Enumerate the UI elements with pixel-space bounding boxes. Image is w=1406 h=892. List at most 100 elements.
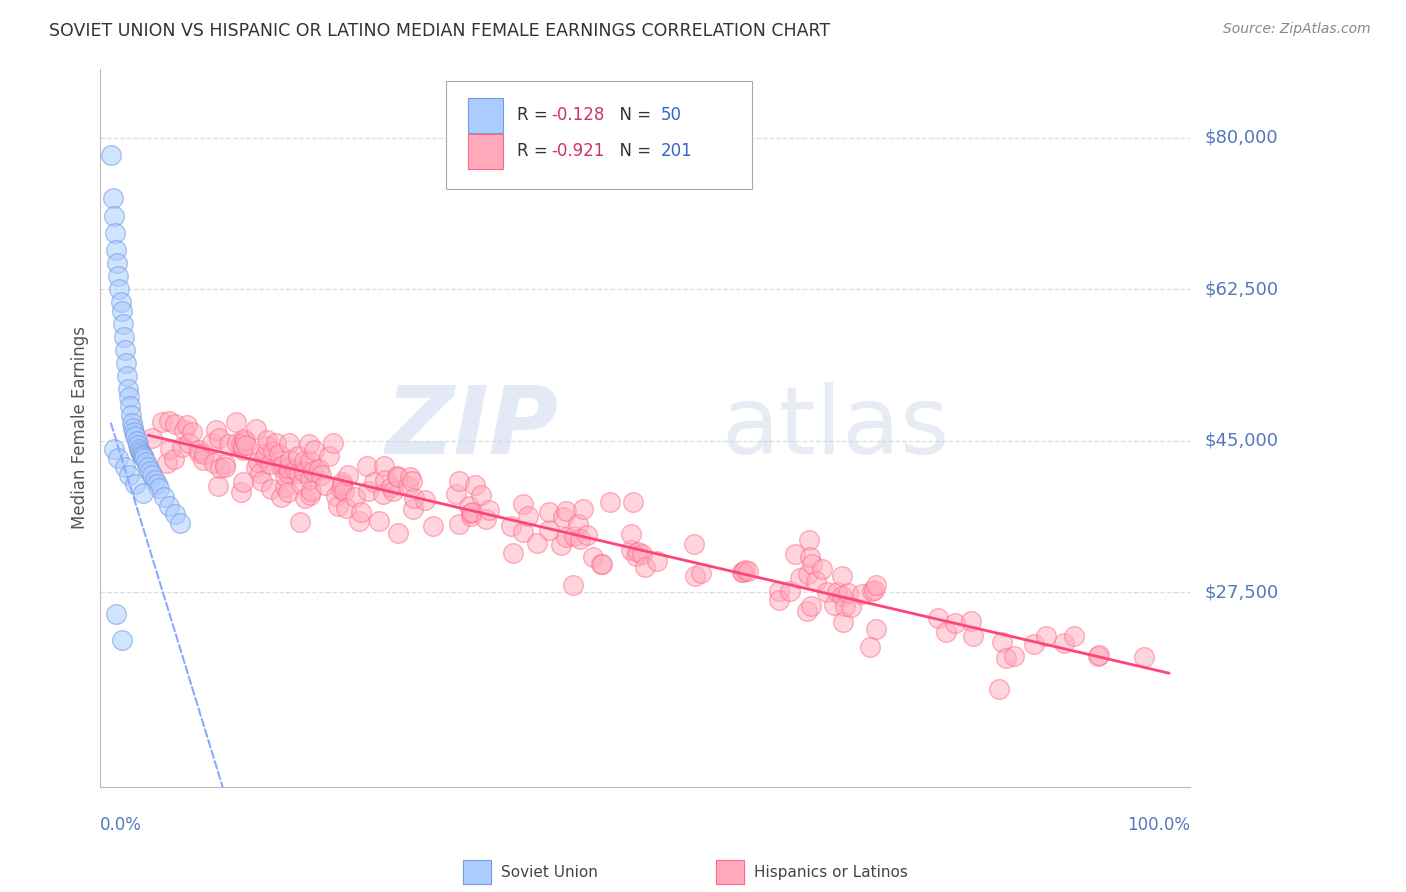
Point [254,446,277,460]
Point [177,436,200,450]
Point [470,488,492,502]
Point [332,478,354,492]
Point [173,423,195,437]
Point [683,568,706,582]
Point [831,569,853,583]
Point [330,482,353,496]
Point [422,519,444,533]
Point [837,586,859,600]
Text: 50: 50 [661,106,682,124]
Point [278,453,301,467]
Point [104,226,127,240]
Point [458,499,481,513]
Point [233,434,256,449]
Point [768,583,790,598]
Point [1035,629,1057,643]
Point [1063,629,1085,643]
Point [737,564,759,578]
Point [1132,649,1154,664]
Text: R =: R = [517,106,553,124]
Point [851,587,873,601]
Point [191,453,214,467]
Point [100,148,122,162]
FancyBboxPatch shape [446,81,752,189]
Point [128,444,150,458]
Point [232,439,254,453]
Point [124,429,146,443]
Point [991,635,1014,649]
Point [834,599,856,613]
Point [551,510,574,524]
Point [576,528,599,542]
Point [229,485,252,500]
Point [163,508,186,522]
Point [259,457,281,471]
Point [277,485,299,500]
Point [460,506,482,520]
Point [277,466,299,480]
Point [267,447,290,461]
Point [444,487,467,501]
Point [115,356,138,370]
Point [298,437,321,451]
Point [562,528,585,542]
Point [302,464,325,478]
Point [145,477,167,491]
Point [163,452,186,467]
Point [287,449,309,463]
Point [141,431,163,445]
Point [789,571,811,585]
Point [299,483,322,498]
Point [512,525,534,540]
Point [839,599,862,614]
Point [382,484,405,499]
Point [159,499,181,513]
FancyBboxPatch shape [468,97,502,133]
Point [148,481,170,495]
Point [193,447,215,461]
Point [512,497,534,511]
Point [308,461,330,475]
Point [143,473,166,487]
Point [799,549,821,564]
Point [274,468,297,483]
Point [250,474,273,488]
Point [367,514,389,528]
Point [356,459,378,474]
Point [235,438,257,452]
Point [128,442,150,457]
Point [634,559,657,574]
Point [502,546,524,560]
Point [645,554,668,568]
Y-axis label: Median Female Earnings: Median Female Earnings [72,326,89,529]
Point [103,209,125,223]
Point [865,622,887,636]
Point [797,533,820,547]
Point [399,469,422,483]
Point [550,538,572,552]
Point [325,489,347,503]
Point [253,450,276,464]
Point [567,517,589,532]
Point [111,304,134,318]
Point [122,421,145,435]
Point [779,583,801,598]
Point [318,449,340,463]
Point [343,490,366,504]
Point [117,382,139,396]
Point [987,682,1010,697]
Point [475,512,498,526]
Point [322,435,344,450]
Text: atlas: atlas [721,382,950,474]
Point [1022,636,1045,650]
Point [363,475,385,489]
Point [139,464,162,478]
Point [620,542,643,557]
Point [101,191,124,205]
Point [290,515,312,529]
Point [121,417,143,431]
Point [135,455,157,469]
Point [995,650,1018,665]
Point [326,499,349,513]
Point [538,506,561,520]
